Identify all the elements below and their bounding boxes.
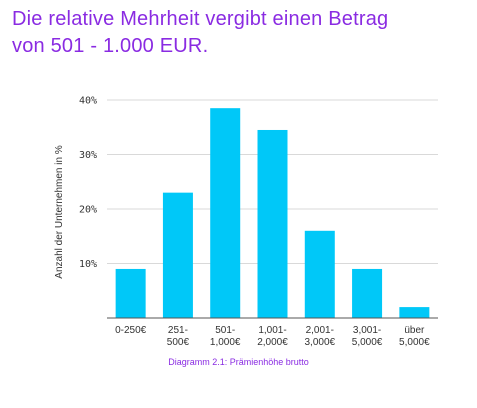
bar-7 <box>399 307 430 318</box>
bar-2 <box>162 192 193 318</box>
x-tick-label: 251-500€ <box>167 325 190 348</box>
x-tick-label: 1,001-2,000€ <box>257 325 288 348</box>
headline-line-2: von 501 - 1.000 EUR. <box>12 35 209 57</box>
headline-line-1: Die relative Mehrheit vergibt einen Betr… <box>12 8 389 30</box>
y-tick-label: 10% <box>79 259 97 270</box>
y-tick-label: 40% <box>79 96 97 107</box>
x-tick-label: 3,001-5,000€ <box>352 325 383 348</box>
y-tick-label: 20% <box>79 205 97 216</box>
chart-caption: Diagramm 2.1: Prämienhöhe brutto <box>168 357 309 367</box>
headline: Die relative Mehrheit vergibt einen Betr… <box>12 6 388 60</box>
bars <box>115 108 430 318</box>
bar-5 <box>304 230 335 318</box>
bar-4 <box>257 129 288 318</box>
labels: 10% 20% 30% 40% 0-250€ 251-500€ 501-1,000€ 1,00… <box>79 96 430 349</box>
bar-1 <box>115 268 146 318</box>
x-tick-label: über 5,000€ <box>399 325 430 348</box>
y-tick-label: 30% <box>79 150 97 161</box>
bar-6 <box>352 268 383 318</box>
bar-3 <box>210 108 241 318</box>
x-tick-label: 501-1,000€ <box>210 325 241 348</box>
x-tick-label: 2,001-3,000€ <box>304 325 335 348</box>
x-tick-label: 0-250€ <box>115 325 147 336</box>
y-axis-title: Anzahl der Unternehmen in % <box>54 145 65 279</box>
